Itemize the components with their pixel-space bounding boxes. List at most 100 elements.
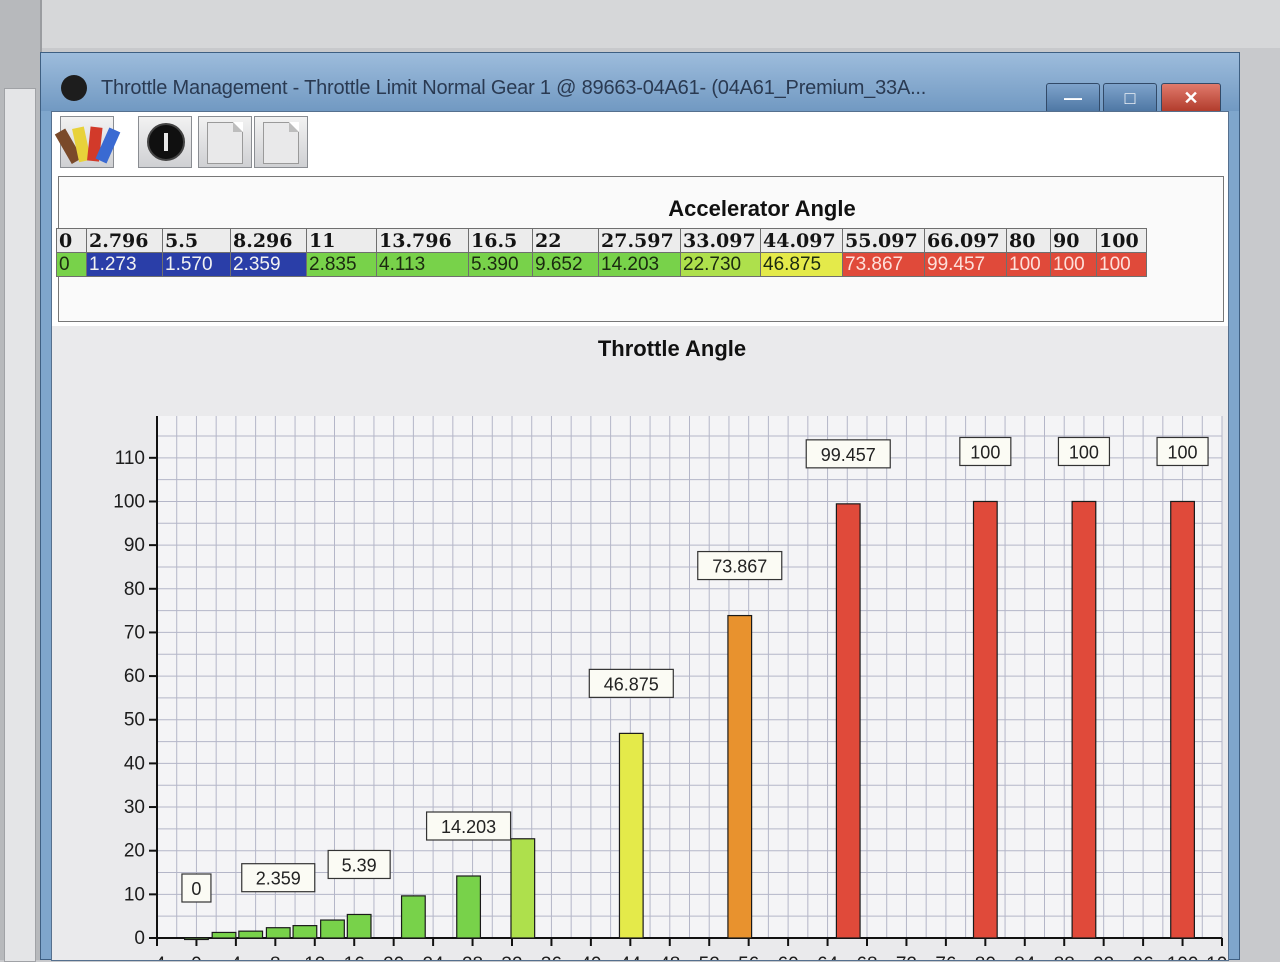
data-label-box <box>805 439 891 469</box>
table-value-cell[interactable]: 5.390 <box>468 252 533 277</box>
y-tick-label: 60 <box>124 666 145 687</box>
table-value-cell[interactable]: 100 <box>1050 252 1097 277</box>
throttle-management-window: Throttle Management - Throttle Limit Nor… <box>40 52 1240 961</box>
x-tick-label: 52 <box>699 954 720 961</box>
table-header-cell[interactable]: 11 <box>306 228 377 253</box>
throttle-angle-chart: 0102030405060708090100110-40481216202428… <box>113 416 1229 961</box>
x-tick-label: -4 <box>149 954 166 961</box>
color-scheme-button[interactable] <box>54 116 121 168</box>
gauge-button[interactable] <box>138 116 192 168</box>
table-header-cell[interactable]: 0 <box>56 228 87 253</box>
y-tick-label: 40 <box>124 753 145 774</box>
table-value-cell[interactable]: 2.835 <box>306 252 377 277</box>
data-label-box <box>588 668 674 698</box>
table-value-cell[interactable]: 22.730 <box>680 252 761 277</box>
data-label: 14.203 <box>441 817 496 837</box>
table-value-cell[interactable]: 14.203 <box>598 252 681 277</box>
table-value-cell[interactable]: 0 <box>56 252 87 277</box>
table-header-cell[interactable]: 80 <box>1006 228 1051 253</box>
bar <box>727 614 753 939</box>
window-content: Accelerator Angle 0 2.796 5.5 8.296 11 13.796… <box>51 111 1229 961</box>
table-header-cell[interactable]: 33.097 <box>680 228 761 253</box>
data-label: 46.875 <box>604 674 659 694</box>
table-value-cell[interactable]: 1.570 <box>162 252 231 277</box>
table-values-row: 0 1.273 1.570 2.359 2.835 4.113 5.390 9.652 14.2… <box>56 252 1147 277</box>
data-label: 100 <box>1168 442 1198 462</box>
document-button-1[interactable] <box>198 116 252 168</box>
color-palette-icon <box>54 125 121 164</box>
bar <box>400 895 426 939</box>
table-header-cell[interactable]: 27.597 <box>598 228 681 253</box>
table-header-cell[interactable]: 100 <box>1096 228 1147 253</box>
y-tick-label: 100 <box>113 491 145 512</box>
table-header-cell[interactable]: 22 <box>532 228 599 253</box>
bar <box>1170 500 1195 939</box>
table-value-cell[interactable]: 4.113 <box>376 252 469 277</box>
table-header-cell[interactable]: 5.5 <box>162 228 231 253</box>
chart-area: 0102030405060708090100110-40481216202428… <box>52 326 1229 961</box>
table-value-cell[interactable]: 100 <box>1006 252 1051 277</box>
chart-title: Throttle Angle <box>597 336 747 361</box>
x-tick-label: 44 <box>620 954 642 961</box>
bar <box>184 937 209 941</box>
document-button-2[interactable] <box>254 116 308 168</box>
y-tick-label: 110 <box>115 448 145 469</box>
maximize-icon: □ <box>1124 88 1136 108</box>
table-value-cell[interactable]: 46.875 <box>760 252 843 277</box>
document-icon <box>207 122 243 164</box>
minimize-button[interactable]: — <box>1046 83 1100 113</box>
minimize-icon: — <box>1064 88 1082 108</box>
x-tick-label: 104 <box>1206 954 1229 961</box>
y-tick-label: 0 <box>134 928 145 949</box>
data-label-box <box>241 863 316 893</box>
table-value-cell[interactable]: 100 <box>1096 252 1147 277</box>
table-header-cell[interactable]: 90 <box>1050 228 1097 253</box>
x-tick-label: 40 <box>580 954 601 961</box>
bar <box>456 875 482 939</box>
y-tick-label: 10 <box>124 884 145 905</box>
gauge-icon <box>147 123 185 161</box>
throttle-map-table[interactable]: 0 2.796 5.5 8.296 11 13.796 16.5 22 27.597 33.097… <box>56 228 1147 277</box>
table-header-cell[interactable]: 66.097 <box>924 228 1007 253</box>
bar <box>346 913 372 939</box>
table-value-cell[interactable]: 1.273 <box>86 252 163 277</box>
table-header-cell[interactable]: 44.097 <box>760 228 843 253</box>
data-label-box <box>1057 436 1111 467</box>
maximize-button[interactable]: □ <box>1103 83 1157 113</box>
data-label: 2.359 <box>256 869 301 889</box>
data-label-box <box>327 849 391 880</box>
y-tick-label: 70 <box>124 622 145 643</box>
x-tick-label: 80 <box>975 954 996 961</box>
table-header-cell[interactable]: 13.796 <box>376 228 469 253</box>
x-tick-label: 96 <box>1133 954 1154 961</box>
close-button[interactable]: ✕ <box>1161 83 1221 113</box>
x-tick-label: 68 <box>856 954 877 961</box>
data-label-box <box>425 811 512 841</box>
desktop-top <box>0 0 1280 48</box>
table-header-cell[interactable]: 2.796 <box>86 228 163 253</box>
bar <box>1071 500 1097 939</box>
x-tick-label: 48 <box>659 954 680 961</box>
x-tick-label: 76 <box>935 954 956 961</box>
table-header-cell[interactable]: 8.296 <box>230 228 307 253</box>
title-bar[interactable]: Throttle Management - Throttle Limit Nor… <box>41 53 1239 113</box>
table-value-cell[interactable]: 73.867 <box>842 252 925 277</box>
x-tick-label: 84 <box>1014 954 1036 961</box>
y-tick-label: 90 <box>124 535 145 556</box>
table-value-cell[interactable]: 9.652 <box>532 252 599 277</box>
y-tick-label: 80 <box>124 579 145 600</box>
table-header-cell[interactable]: 55.097 <box>842 228 925 253</box>
bar <box>320 919 345 939</box>
table-header-cell[interactable]: 16.5 <box>468 228 533 253</box>
y-tick-label: 50 <box>124 710 145 731</box>
table-header-row: 0 2.796 5.5 8.296 11 13.796 16.5 22 27.597 33.097… <box>56 228 1147 253</box>
app-icon <box>61 75 87 101</box>
data-label: 5.39 <box>342 855 377 875</box>
x-tick-label: 60 <box>778 954 799 961</box>
table-value-cell[interactable]: 2.359 <box>230 252 307 277</box>
table-value-cell[interactable]: 99.457 <box>924 252 1007 277</box>
bar <box>265 927 291 939</box>
bar <box>510 838 536 939</box>
x-tick-label: 4 <box>231 954 242 961</box>
x-tick-label: 8 <box>270 954 281 961</box>
